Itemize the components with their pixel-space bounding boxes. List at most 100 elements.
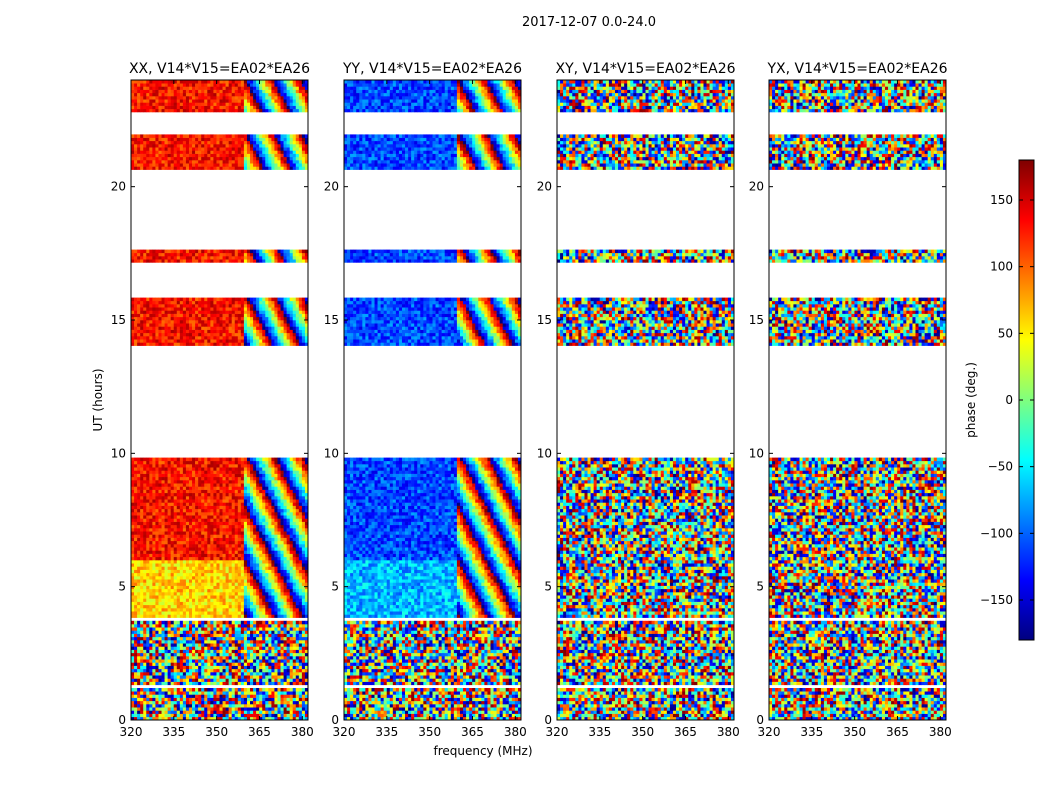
heatmap-cell <box>198 544 201 548</box>
heatmap-cell <box>284 480 287 484</box>
heatmap-cell <box>207 506 210 510</box>
heatmap-cell <box>162 659 165 663</box>
heatmap-cell <box>250 653 253 657</box>
heatmap-cell <box>155 707 158 711</box>
heatmap-cell <box>244 525 247 529</box>
heatmap-cell <box>281 544 284 548</box>
heatmap-cell <box>152 570 155 574</box>
heatmap-cell <box>268 544 271 548</box>
heatmap-cell <box>256 592 259 596</box>
heatmap-cell <box>265 570 268 574</box>
heatmap-cell <box>232 688 235 692</box>
heatmap-cell <box>213 509 216 513</box>
heatmap-cell <box>277 582 280 586</box>
heatmap-cell <box>140 570 143 574</box>
heatmap-cell <box>168 474 171 478</box>
heatmap-cell <box>155 602 158 606</box>
heatmap-cell <box>271 630 274 634</box>
heatmap-cell <box>152 669 155 673</box>
heatmap-cell <box>220 486 223 490</box>
heatmap-cell <box>165 477 168 481</box>
heatmap-cell <box>152 512 155 516</box>
heatmap-cell <box>146 659 149 663</box>
heatmap-cell <box>158 522 161 526</box>
heatmap-cell <box>220 694 223 698</box>
heatmap-cell <box>140 534 143 538</box>
heatmap-cell <box>131 646 134 650</box>
heatmap-cell <box>210 672 213 676</box>
heatmap-cell <box>180 694 183 698</box>
heatmap-cell <box>158 518 161 522</box>
heatmap-cell <box>299 496 302 500</box>
heatmap-cell <box>177 605 180 609</box>
heatmap-cell <box>287 643 290 647</box>
heatmap-cell <box>131 509 134 513</box>
heatmap-cell <box>168 701 171 705</box>
heatmap-cell <box>253 557 256 561</box>
heatmap-cell <box>220 518 223 522</box>
heatmap-cell <box>293 550 296 554</box>
heatmap-cell <box>204 563 207 567</box>
heatmap-cell <box>155 595 158 599</box>
heatmap-cell <box>152 630 155 634</box>
heatmap-cell <box>189 656 192 660</box>
heatmap-cell <box>302 544 305 548</box>
heatmap-cell <box>192 486 195 490</box>
heatmap-cell <box>284 483 287 487</box>
heatmap-cell <box>201 557 204 561</box>
heatmap-cell <box>256 650 259 654</box>
heatmap-cell <box>226 656 229 660</box>
heatmap-cell <box>143 586 146 590</box>
heatmap-cell <box>235 531 238 535</box>
heatmap-cell <box>259 490 262 494</box>
heatmap-cell <box>210 666 213 670</box>
heatmap-cell <box>180 592 183 596</box>
heatmap-cell <box>253 534 256 538</box>
heatmap-cell <box>171 518 174 522</box>
heatmap-cell <box>281 509 284 513</box>
heatmap-cell <box>284 522 287 526</box>
heatmap-cell <box>204 592 207 596</box>
heatmap-cell <box>162 669 165 673</box>
heatmap-cell <box>290 477 293 481</box>
heatmap-cell <box>287 682 290 686</box>
heatmap-cell <box>158 525 161 529</box>
heatmap-cell <box>162 506 165 510</box>
heatmap-cell <box>143 502 146 506</box>
heatmap-cell <box>158 672 161 676</box>
heatmap-cell <box>149 589 152 593</box>
heatmap-cell <box>131 490 134 494</box>
heatmap-cell <box>299 608 302 612</box>
heatmap-cell <box>201 710 204 714</box>
heatmap-cell <box>274 522 277 526</box>
heatmap-cell <box>177 474 180 478</box>
heatmap-cell <box>189 582 192 586</box>
heatmap-cell <box>262 653 265 657</box>
heatmap-cell <box>259 554 262 558</box>
heatmap-cell <box>250 486 253 490</box>
heatmap-cell <box>232 698 235 702</box>
heatmap-cell <box>207 691 210 695</box>
heatmap-cell <box>274 608 277 612</box>
heatmap-cell <box>238 589 241 593</box>
heatmap-cell <box>241 637 244 641</box>
heatmap-cell <box>274 579 277 583</box>
heatmap-cell <box>162 480 165 484</box>
heatmap-cell <box>165 547 168 551</box>
heatmap-cell <box>302 483 305 487</box>
heatmap-cell <box>277 592 280 596</box>
heatmap-cell <box>155 605 158 609</box>
heatmap-cell <box>287 627 290 631</box>
heatmap-cell <box>143 531 146 535</box>
heatmap-cell <box>140 611 143 615</box>
heatmap-cell <box>268 698 271 702</box>
heatmap-cell <box>229 544 232 548</box>
heatmap-cell <box>192 525 195 529</box>
heatmap-cell <box>137 621 140 625</box>
heatmap-cell <box>137 531 140 535</box>
heatmap-cell <box>299 557 302 561</box>
heatmap-cell <box>268 640 271 644</box>
heatmap-cell <box>216 614 219 618</box>
heatmap-cell <box>183 611 186 615</box>
heatmap-cell <box>220 624 223 628</box>
